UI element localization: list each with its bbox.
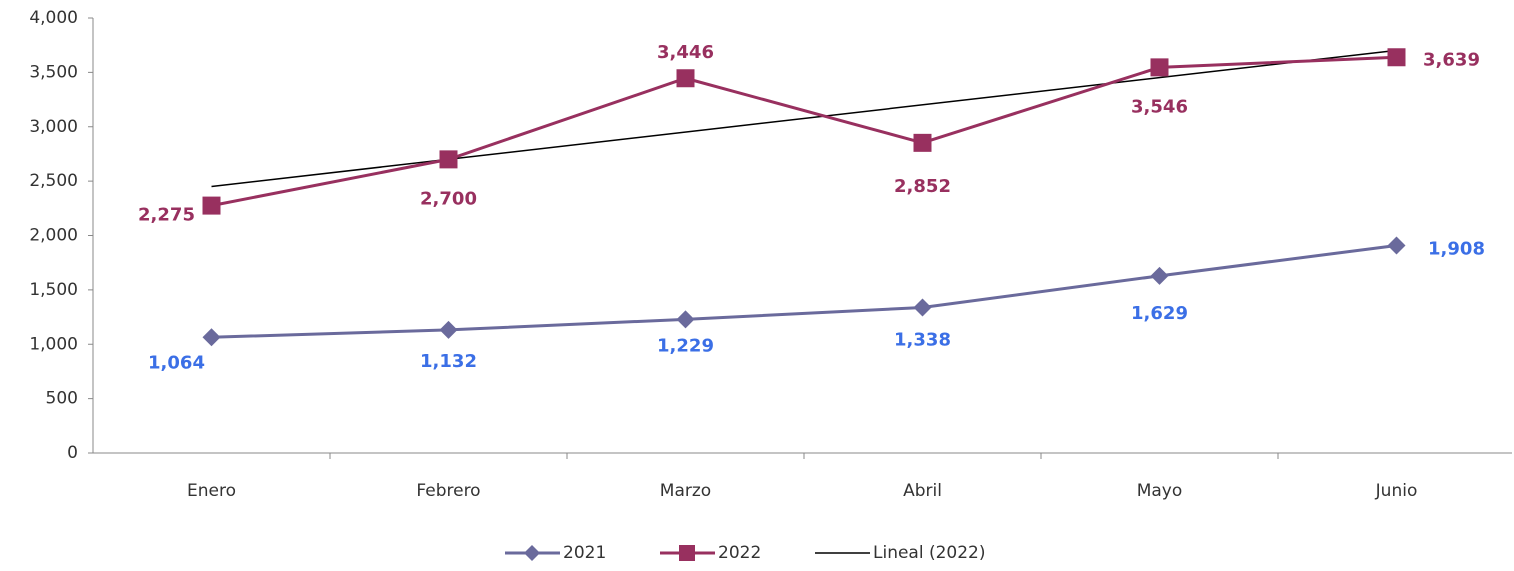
marker bbox=[1388, 237, 1406, 255]
legend-label: 2022 bbox=[718, 543, 761, 563]
x-tick-label: Abril bbox=[903, 481, 942, 501]
y-tick-label: 1,500 bbox=[29, 280, 78, 300]
x-tick-label: Junio bbox=[1375, 481, 1418, 501]
x-tick-label: Mayo bbox=[1137, 481, 1183, 501]
legend-marker bbox=[679, 545, 695, 561]
value-label: 1,229 bbox=[657, 335, 714, 356]
marker bbox=[1151, 58, 1169, 76]
legend-marker bbox=[524, 545, 540, 561]
y-tick-label: 3,500 bbox=[29, 62, 78, 82]
chart: 0 500 1,000 1,500 2,000 2,500 3,000 3,500 4,000 E… bbox=[0, 0, 1514, 567]
x-tick-label: Marzo bbox=[660, 481, 711, 501]
series-line bbox=[212, 246, 1397, 338]
marker bbox=[1388, 48, 1406, 66]
marker bbox=[440, 321, 458, 339]
marker bbox=[914, 134, 932, 152]
x-tick-label: Febrero bbox=[416, 481, 480, 501]
marker bbox=[677, 310, 695, 328]
y-tick-label: 3,000 bbox=[29, 117, 78, 137]
marker bbox=[440, 150, 458, 168]
x-tick-label: Enero bbox=[187, 481, 236, 501]
y-tick-label: 2,000 bbox=[29, 226, 78, 246]
value-label: 2,275 bbox=[138, 205, 195, 226]
marker bbox=[677, 69, 695, 87]
y-tick-label: 0 bbox=[67, 443, 78, 463]
y-tick-label: 1,000 bbox=[29, 334, 78, 354]
marker bbox=[914, 298, 932, 316]
legend-label: Lineal (2022) bbox=[873, 543, 986, 563]
y-tick-label: 2,500 bbox=[29, 171, 78, 191]
series-line bbox=[212, 57, 1397, 205]
marker bbox=[203, 197, 221, 215]
value-label: 1,064 bbox=[148, 352, 205, 373]
value-label: 1,132 bbox=[420, 351, 477, 372]
value-label: 2,700 bbox=[420, 188, 477, 209]
value-label: 1,338 bbox=[894, 329, 951, 350]
legend-label: 2021 bbox=[563, 543, 606, 563]
value-label: 1,908 bbox=[1428, 239, 1485, 260]
value-label: 3,546 bbox=[1131, 96, 1188, 117]
value-label: 1,629 bbox=[1131, 303, 1188, 324]
marker bbox=[1151, 267, 1169, 285]
value-label: 3,639 bbox=[1423, 49, 1480, 70]
marker bbox=[203, 328, 221, 346]
trendline bbox=[212, 50, 1397, 186]
value-label: 2,852 bbox=[894, 176, 951, 197]
y-tick-label: 4,000 bbox=[29, 8, 78, 28]
y-tick-label: 500 bbox=[46, 389, 78, 409]
value-label: 3,446 bbox=[657, 42, 714, 63]
